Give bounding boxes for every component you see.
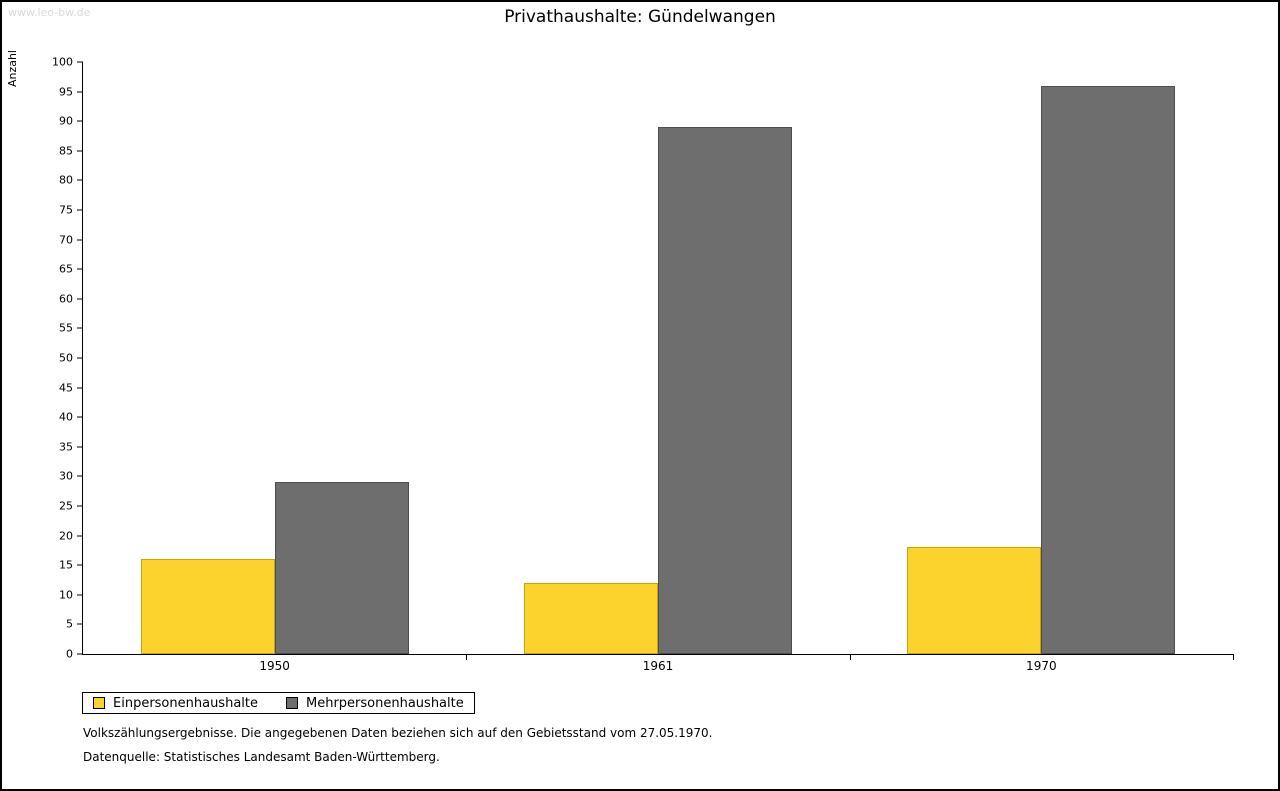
y-tick-mark [77, 623, 83, 625]
y-tick-mark [77, 416, 83, 418]
y-tick-mark [77, 653, 83, 655]
y-tick-label: 50 [59, 351, 73, 365]
footnote-data-source: Datenquelle: Statistisches Landesamt Bad… [83, 750, 440, 764]
y-tick-mark [77, 209, 83, 211]
y-tick-mark [77, 120, 83, 122]
y-tick-mark [77, 91, 83, 93]
y-tick-mark [77, 594, 83, 596]
bar-mehrpersonenhaushalte-1950 [274, 482, 409, 654]
footnote-source-note: Volkszählungsergebnisse. Die angegebenen… [83, 726, 713, 740]
legend-item: Mehrpersonenhaushalte [286, 696, 464, 711]
y-tick-label: 15 [59, 558, 73, 572]
legend-swatch [93, 697, 105, 709]
bar-einpersonenhaushalte-1970 [907, 547, 1042, 654]
y-axis-title: Anzahl [6, 50, 19, 88]
legend-item: Einpersonenhaushalte [93, 696, 258, 711]
y-tick-label: 55 [59, 321, 73, 335]
y-tick-label: 70 [59, 233, 73, 247]
bar-mehrpersonenhaushalte-1970 [1041, 85, 1176, 654]
y-tick-mark [77, 446, 83, 448]
legend: Einpersonenhaushalte Mehrpersonenhaushalt… [82, 692, 475, 714]
y-tick-mark [77, 239, 83, 241]
y-tick-mark [77, 564, 83, 566]
x-tick-label: 1950 [259, 659, 290, 673]
y-tick-label: 65 [59, 262, 73, 276]
y-tick-label: 95 [59, 85, 73, 99]
y-tick-mark [77, 535, 83, 537]
y-tick-label: 5 [66, 617, 73, 631]
y-tick-mark [77, 61, 83, 63]
chart-title: Privathaushalte: Gündelwangen [504, 7, 776, 27]
y-tick-mark [77, 387, 83, 389]
bar-einpersonenhaushalte-1961 [524, 582, 658, 654]
y-tick-mark [77, 268, 83, 270]
x-boundary-tick [1233, 654, 1234, 660]
y-tick-label: 10 [59, 588, 73, 602]
plot-area: 0 5 10 15 20 25 30 35 40 45 50 55 60 65 70 75 80 85 90 95 10… [52, 56, 1234, 673]
y-tick-label: 35 [59, 440, 73, 454]
y-tick-mark [77, 298, 83, 300]
y-tick-label: 60 [59, 292, 73, 306]
y-tick-mark [77, 475, 83, 477]
y-tick-label: 75 [59, 203, 73, 217]
x-tick-label: 1961 [642, 659, 674, 673]
y-tick-label: 40 [59, 410, 73, 424]
legend-label: Mehrpersonenhaushalte [306, 695, 464, 711]
footnotes: Volkszählungsergebnisse. Die angegebenen… [83, 726, 712, 774]
y-tick-label: 85 [59, 144, 73, 158]
y-tick-label: 80 [59, 173, 73, 187]
x-tick-label: 1970 [1026, 659, 1057, 673]
y-tick-mark [77, 327, 83, 329]
y-tick-label: 90 [59, 114, 73, 128]
y-tick-label: 30 [59, 469, 73, 483]
x-boundary-tick [849, 654, 851, 660]
watermark: www.leo-bw.de [8, 6, 91, 19]
y-tick-label: 20 [59, 529, 73, 543]
bar-mehrpersonenhaushalte-1961 [658, 127, 792, 654]
x-boundary-tick [466, 654, 468, 660]
y-tick-mark [77, 179, 83, 181]
legend-label: Einpersonenhaushalte [113, 695, 258, 711]
legend-swatch [286, 697, 298, 709]
y-tick-mark [77, 505, 83, 507]
y-tick-label: 100 [52, 55, 73, 69]
y-tick-label: 45 [59, 381, 73, 395]
y-tick-mark [77, 357, 83, 359]
bar-einpersonenhaushalte-1950 [140, 559, 275, 654]
y-tick-label: 0 [66, 647, 73, 661]
y-tick-label: 25 [59, 499, 73, 513]
y-tick-mark [77, 150, 83, 152]
